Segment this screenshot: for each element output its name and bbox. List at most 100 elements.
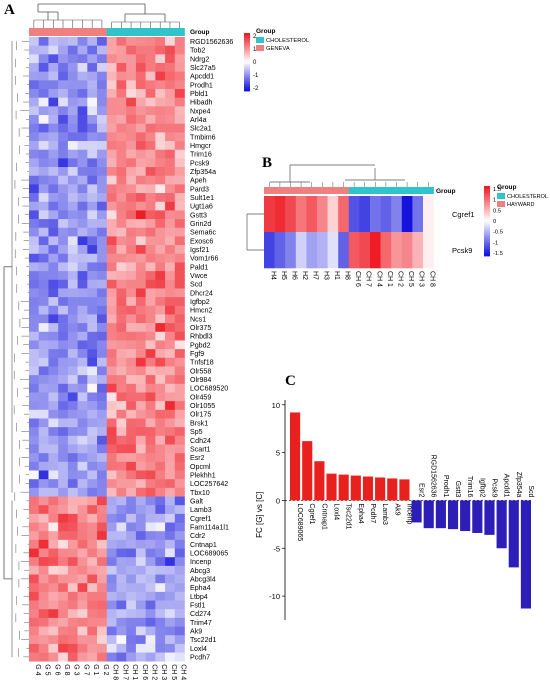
panel-a-heat-cell: [174, 479, 185, 489]
panel-a-heat-cell: [165, 427, 176, 437]
panel-b-heat-cell: [264, 196, 275, 233]
panel-a-heat-cell: [174, 71, 185, 81]
panel-a-heat-cell: [174, 652, 185, 662]
panel-c-y-axis-label: FC [G] vs [C]: [255, 492, 264, 538]
panel-a-heat-cell: [135, 392, 146, 402]
panel-a-heat-cell: [126, 167, 137, 177]
panel-a-heat-cell: [97, 323, 108, 333]
panel-a-heat-cell: [58, 444, 69, 454]
panel-a-heat-cell: [77, 45, 88, 55]
panel-a-heat-cell: [67, 453, 78, 463]
panel-b-column-label: CH 3: [418, 271, 425, 287]
panel-b-color-scale: [484, 249, 490, 252]
panel-a-heat-cell: [97, 297, 108, 307]
panel-a-heat-cell: [58, 427, 69, 437]
panel-b-group-cell: [380, 187, 392, 194]
panel-a-heat-cell: [29, 453, 40, 463]
panel-a-heat-cell: [126, 340, 137, 350]
panel-a-heat-cell: [135, 45, 146, 55]
panel-a-heat-cell: [165, 63, 176, 72]
panel-a-heat-cell: [126, 236, 137, 246]
panel-a-heat-cell: [126, 45, 137, 55]
panel-a-gene-label: RGD1562636: [190, 38, 233, 46]
panel-a-heat-cell: [165, 609, 176, 619]
panel-c-category-label: Cgref1: [308, 503, 315, 524]
panel-a-heat-cell: [174, 617, 185, 627]
panel-a-heat-cell: [106, 331, 117, 341]
panel-c-bar: [484, 500, 495, 535]
panel-a-heat-cell: [145, 643, 156, 653]
panel-a-heat-cell: [155, 548, 166, 558]
panel-b-heat-cell: [359, 232, 371, 269]
panel-a-heat-cell: [87, 565, 98, 575]
panel-c-category-label: Igfbp2: [478, 478, 485, 498]
panel-a-heat-cell: [87, 453, 98, 463]
panel-a-heat-cell: [106, 253, 117, 263]
panel-a-heat-cell: [106, 635, 117, 645]
panel-c-bar: [423, 500, 434, 529]
panel-a-gene-label: Ugt1a6: [190, 203, 213, 211]
panel-a-heat-cell: [48, 71, 59, 81]
panel-a-color-scale: [244, 63, 250, 67]
panel-a-heat-cell: [29, 617, 40, 627]
panel-a-group-cell: [155, 28, 166, 36]
panel-a-heat-cell: [29, 297, 40, 307]
panel-a-heat-cell: [116, 175, 127, 185]
panel-a-heat-cell: [77, 600, 88, 610]
panel-a-gene-label: Pald1: [190, 263, 208, 271]
panel-a-heat-cell: [48, 461, 59, 471]
panel-a-heat-cell: [106, 583, 117, 593]
panel-a-heat-cell: [48, 591, 59, 601]
panel-a-heat-cell: [38, 479, 49, 489]
panel-a-color-scale: [244, 85, 250, 88]
panel-a-heat-cell: [135, 54, 146, 64]
panel-a-heat-cell: [155, 461, 166, 471]
panel-b-color-scale: [484, 207, 490, 210]
panel-a-heat-cell: [87, 418, 98, 428]
panel-a-color-scale: [244, 60, 250, 63]
panel-a-heat-cell: [145, 37, 156, 46]
panel-a-heat-cell: [38, 141, 49, 151]
panel-a-heat-cell: [126, 331, 137, 341]
panel-a-heat-cell: [135, 435, 146, 445]
panel-a-heat-cell: [77, 505, 88, 515]
panel-b-group-cell: [285, 187, 297, 194]
panel-b-group-cell: [348, 187, 360, 194]
panel-a-heat-cell: [67, 331, 78, 341]
panel-a-heat-cell: [145, 349, 156, 359]
panel-a-heat-cell: [155, 201, 166, 211]
panel-c-category-label: Incenp: [405, 503, 412, 524]
panel-a-heat-cell: [174, 210, 185, 220]
panel-a-heat-cell: [126, 643, 137, 653]
panel-a-heat-cell: [29, 271, 40, 281]
panel-a-heat-cell: [116, 635, 127, 645]
panel-a-heat-cell: [29, 106, 40, 116]
panel-a-heat-cell: [48, 54, 59, 64]
panel-a-heat-cell: [174, 262, 185, 272]
panel-a-heat-cell: [97, 635, 108, 645]
panel-a-heat-cell: [58, 383, 69, 393]
panel-a-heat-cell: [116, 357, 127, 367]
panel-c-bar: [362, 476, 374, 501]
panel-a-heat-cell: [135, 297, 146, 307]
panel-a-heat-cell: [174, 175, 185, 185]
panel-a-heat-cell: [58, 71, 69, 81]
panel-a-heat-cell: [48, 435, 59, 445]
panel-a-heat-cell: [155, 63, 166, 72]
panel-a-heat-cell: [38, 89, 49, 98]
panel-a-heat-cell: [48, 470, 59, 480]
panel-a-color-scale: [244, 69, 250, 73]
panel-a-heat-cell: [155, 617, 166, 627]
panel-a-heat-cell: [38, 71, 49, 81]
panel-a-heat-cell: [165, 149, 176, 159]
panel-c-bar: [496, 500, 507, 549]
panel-a-gene-label: Pgbd2: [190, 341, 211, 349]
panel-a-heat-cell: [165, 288, 176, 298]
panel-a-color-scale: [244, 38, 250, 42]
panel-a-heat-cell: [155, 513, 166, 523]
panel-a-heat-cell: [38, 531, 49, 541]
panel-a-heat-cell: [116, 444, 127, 454]
panel-a-heat-cell: [87, 323, 98, 333]
panel-a-heat-cell: [126, 89, 137, 98]
panel-c-category-label: Epha4: [357, 503, 364, 523]
